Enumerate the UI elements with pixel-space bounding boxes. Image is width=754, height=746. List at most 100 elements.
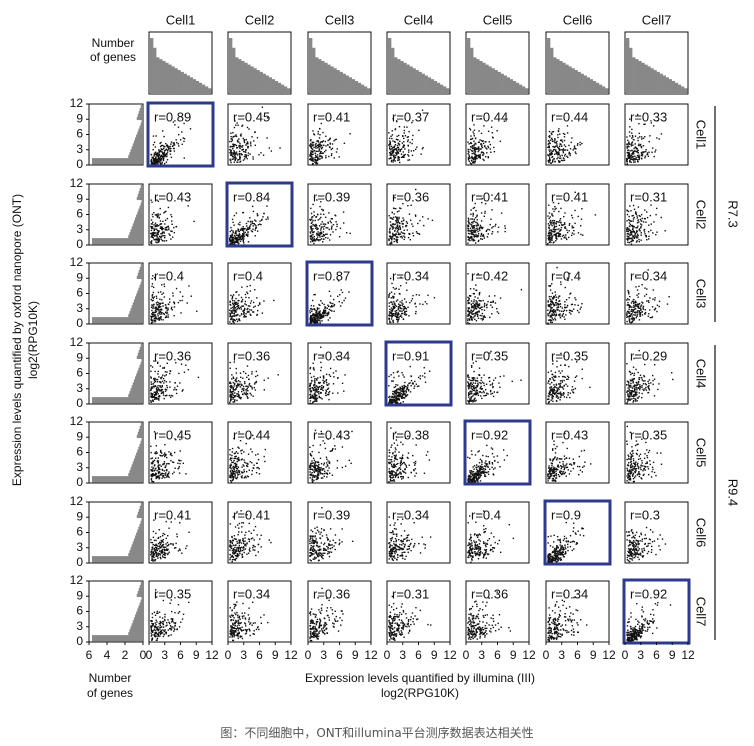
scatter-point	[395, 309, 398, 312]
scatter-point	[232, 309, 235, 311]
scatter-point	[391, 315, 394, 317]
scatter-point	[319, 310, 321, 312]
scatter-point	[547, 146, 549, 149]
histogram-bar	[140, 202, 142, 206]
scatter-point	[150, 377, 152, 379]
scatter-point	[486, 229, 488, 232]
y-tick-label: 3	[76, 301, 83, 315]
scatter-point	[557, 232, 559, 234]
scatter-point	[161, 231, 164, 233]
scatter-point	[160, 311, 162, 314]
scatter-point	[390, 145, 393, 148]
histogram-bar	[482, 62, 486, 94]
scatter-point	[471, 157, 473, 159]
scatter-point	[343, 142, 346, 144]
scatter-point	[395, 300, 398, 302]
histogram-bar	[259, 71, 263, 94]
scatter-point	[554, 311, 557, 313]
scatter-point	[395, 318, 398, 321]
scatter-point	[160, 381, 162, 384]
scatter-point	[481, 201, 483, 204]
scatter-point	[563, 237, 565, 239]
scatter-point	[630, 224, 633, 227]
scatter-point	[396, 384, 399, 386]
scatter-point	[402, 223, 404, 225]
scatter-point	[309, 367, 311, 370]
scatter-point	[313, 369, 315, 371]
scatter-point	[397, 312, 399, 314]
scatter-point	[160, 160, 162, 162]
scatter-point	[312, 367, 315, 370]
histogram-bar	[171, 66, 175, 94]
scatter-point	[548, 226, 550, 229]
scatter-point	[152, 297, 155, 299]
scatter-point	[330, 302, 332, 305]
scatter-point	[157, 315, 159, 317]
scatter-point	[235, 297, 237, 300]
scatter-point	[487, 146, 490, 149]
scatter-point	[229, 148, 231, 151]
scatter-point	[483, 125, 485, 127]
scatter-point	[155, 235, 158, 237]
scatter-point	[550, 152, 552, 154]
scatter-point	[637, 156, 639, 159]
scatter-point	[481, 144, 483, 146]
scatter-point	[551, 139, 553, 141]
scatter-point	[153, 313, 155, 316]
scatter-point	[332, 298, 335, 301]
scatter-point	[318, 390, 320, 393]
scatter-point	[164, 219, 167, 221]
scatter-point	[398, 233, 401, 236]
scatter-point	[562, 159, 564, 162]
scatter-point	[319, 312, 321, 314]
histogram-bar	[330, 66, 334, 94]
scatter-point	[564, 153, 567, 156]
scatter-point	[475, 154, 478, 157]
scatter-point	[321, 157, 323, 159]
scatter-point	[636, 289, 639, 291]
scatter-point	[152, 231, 155, 234]
scatter-point	[551, 150, 554, 153]
scatter-point	[316, 400, 318, 402]
histogram-bar	[129, 470, 142, 474]
scatter-point	[628, 311, 630, 313]
scatter-point	[654, 308, 656, 310]
scatter-point	[551, 221, 553, 223]
scatter-point	[320, 397, 322, 399]
histogram-bar	[92, 400, 142, 404]
scatter-point	[314, 383, 316, 386]
scatter-point	[325, 227, 327, 229]
scatter-point	[240, 313, 243, 315]
scatter-point	[313, 318, 315, 320]
scatter-point	[252, 306, 255, 308]
scatter-point	[318, 145, 321, 148]
histogram-bar	[427, 77, 431, 94]
scatter-point	[157, 370, 159, 373]
scatter-point	[322, 152, 324, 154]
scatter-point	[406, 229, 409, 231]
scatter-point	[582, 234, 584, 236]
scatter-point	[177, 301, 180, 304]
scatter-point	[640, 224, 643, 226]
scatter-point	[478, 293, 481, 296]
scatter-point	[327, 304, 329, 306]
scatter-point	[324, 309, 327, 312]
scatter-point	[473, 153, 476, 155]
scatter-point	[408, 155, 410, 157]
correlation-label: r=0.41	[313, 109, 350, 124]
scatter-point	[639, 311, 642, 314]
scatter-point	[249, 153, 251, 155]
scatter-point	[398, 126, 401, 128]
scatter-point	[395, 221, 398, 223]
scatter-point	[229, 393, 232, 395]
scatter-point	[168, 233, 170, 235]
scatter-point	[632, 218, 635, 220]
scatter-point	[474, 147, 477, 149]
scatter-point	[345, 232, 348, 234]
scatter-point	[229, 300, 231, 302]
scatter-point	[232, 241, 235, 244]
scatter-point	[473, 124, 475, 126]
scatter-point	[173, 314, 175, 317]
scatter-point	[640, 146, 643, 149]
scatter-point	[165, 226, 168, 229]
